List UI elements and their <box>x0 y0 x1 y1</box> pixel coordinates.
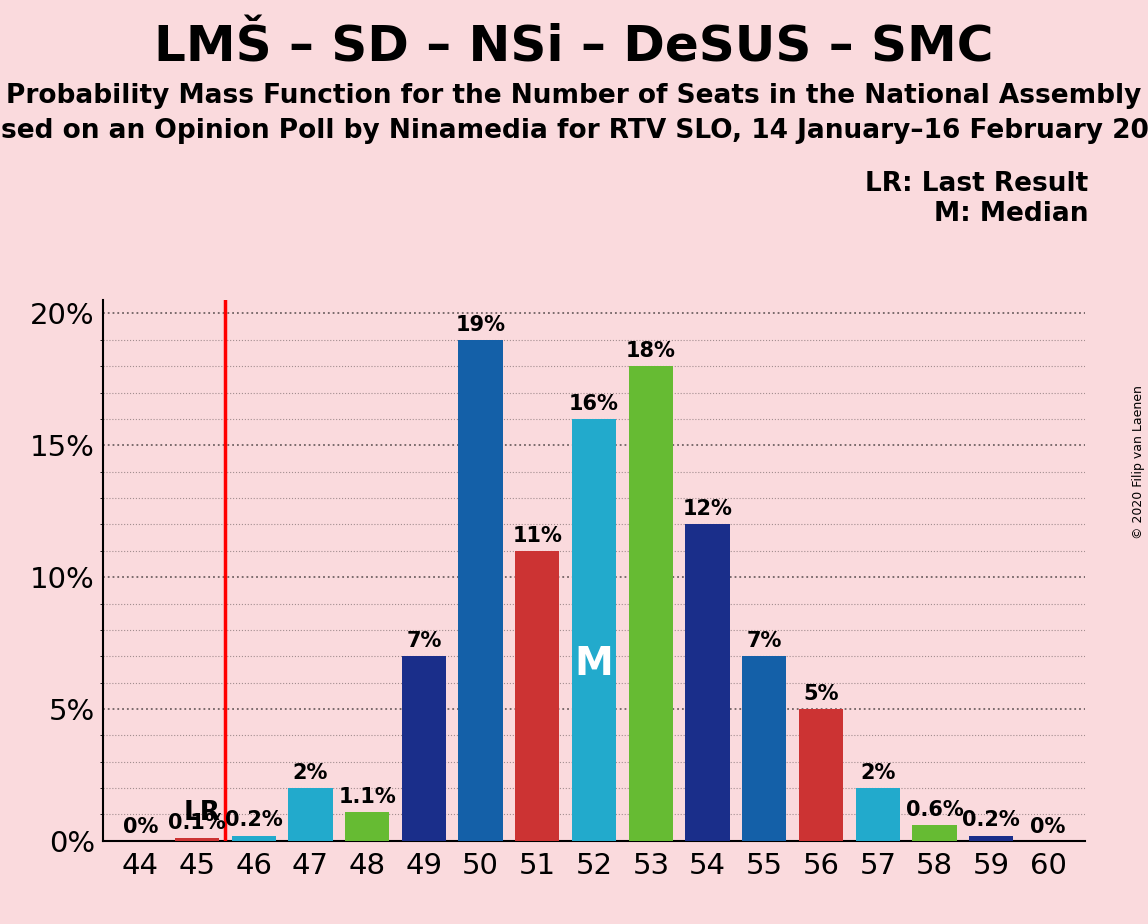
Text: M: M <box>575 645 613 683</box>
Text: 5%: 5% <box>804 684 839 704</box>
Bar <box>742 656 786 841</box>
Text: Probability Mass Function for the Number of Seats in the National Assembly: Probability Mass Function for the Number… <box>6 83 1142 109</box>
Text: LMŠ – SD – NSi – DeSUS – SMC: LMŠ – SD – NSi – DeSUS – SMC <box>154 23 994 71</box>
Text: 0%: 0% <box>123 817 158 837</box>
Bar <box>799 709 843 841</box>
Text: 0.6%: 0.6% <box>906 800 963 820</box>
Text: 7%: 7% <box>746 631 782 651</box>
Bar <box>855 788 900 841</box>
Bar <box>969 835 1014 841</box>
Bar <box>402 656 447 841</box>
Text: Based on an Opinion Poll by Ninamedia for RTV SLO, 14 January–16 February 2020: Based on an Opinion Poll by Ninamedia fo… <box>0 118 1148 144</box>
Bar <box>629 366 673 841</box>
Text: 7%: 7% <box>406 631 442 651</box>
Bar <box>174 838 219 841</box>
Text: 19%: 19% <box>456 314 505 334</box>
Text: 2%: 2% <box>293 763 328 783</box>
Text: 1.1%: 1.1% <box>339 786 396 807</box>
Text: LR: LR <box>184 800 220 826</box>
Bar <box>346 812 389 841</box>
Bar <box>288 788 333 841</box>
Text: LR: Last Result: LR: Last Result <box>866 171 1088 197</box>
Text: 0.1%: 0.1% <box>168 813 226 833</box>
Text: 11%: 11% <box>512 526 563 545</box>
Bar <box>685 525 730 841</box>
Text: 0.2%: 0.2% <box>225 810 282 831</box>
Text: 2%: 2% <box>860 763 895 783</box>
Text: 18%: 18% <box>626 341 676 361</box>
Text: 0%: 0% <box>1030 817 1065 837</box>
Text: 12%: 12% <box>683 499 732 519</box>
Bar <box>458 340 503 841</box>
Text: © 2020 Filip van Laenen: © 2020 Filip van Laenen <box>1132 385 1145 539</box>
Bar <box>572 419 616 841</box>
Text: 0.2%: 0.2% <box>962 810 1021 831</box>
Bar <box>515 551 559 841</box>
Text: M: Median: M: Median <box>933 201 1088 227</box>
Text: 16%: 16% <box>569 394 619 414</box>
Bar <box>232 835 276 841</box>
Bar <box>913 825 956 841</box>
